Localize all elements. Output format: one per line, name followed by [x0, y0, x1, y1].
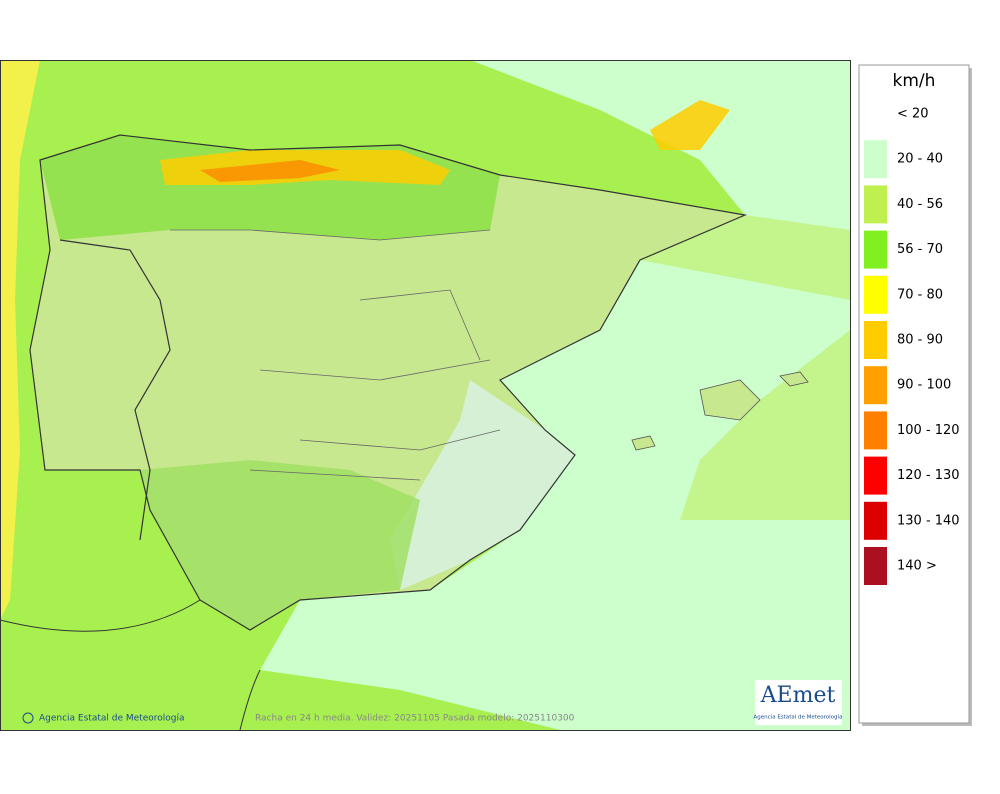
legend-swatch: [864, 185, 887, 224]
legend-title: km/h: [893, 71, 936, 91]
logo-name: AEmet: [760, 683, 836, 708]
legend-label: 140 >: [897, 559, 937, 574]
border: [59, 239, 171, 541]
legend-swatch: [864, 411, 887, 450]
legend-label: 100 - 120: [897, 423, 960, 438]
legend-label: 70 - 80: [897, 287, 943, 302]
legend-label: 20 - 40: [897, 152, 943, 167]
legend-swatch: [864, 366, 887, 405]
legend-swatch: [864, 321, 887, 359]
legend-swatch: [864, 456, 887, 495]
zone-gulf: [650, 100, 730, 150]
map-frame: [0, 60, 851, 731]
copyright-icon: [22, 712, 34, 724]
island: [779, 371, 809, 387]
legend-label: 40 - 56: [897, 197, 943, 212]
zone-calm: [260, 60, 850, 730]
island: [699, 379, 761, 421]
legend-label: 80 - 90: [897, 333, 943, 348]
zone-med: [640, 215, 850, 520]
legend-swatch: [864, 547, 887, 585]
caption: Racha en 24 h media. Validez: 20251105 P…: [255, 714, 575, 724]
coast-africa: [0, 599, 261, 731]
coastline: [29, 134, 748, 631]
credit: Agencia Estatal de Meteorología: [39, 714, 185, 724]
logo-subtitle: Agencia Estatal de Meteorología: [754, 714, 843, 721]
legend-swatch: [864, 140, 887, 179]
zone-yellow: [0, 60, 40, 620]
legend-label: 90 - 100: [897, 378, 951, 393]
footer: Agencia Estatal de Meteorología Racha en…: [22, 680, 843, 725]
zone-peaks: [200, 160, 340, 182]
legend-label: 120 - 130: [897, 468, 960, 483]
island: [631, 435, 656, 451]
legend-label: 56 - 70: [897, 242, 943, 257]
legend-swatch: [864, 501, 887, 540]
legend-label: 130 - 140: [897, 513, 960, 528]
logo-box: [755, 680, 842, 725]
legend-swatch: [864, 230, 887, 269]
zone-east: [390, 380, 575, 590]
map: [0, 60, 851, 731]
legend: km/h < 20 20 - 40 40 - 56 56 - 70 70 - 80 80 …: [858, 64, 972, 726]
regions: [170, 229, 501, 481]
zone-south: [140, 460, 420, 630]
legend-label: < 20: [897, 107, 929, 122]
legend-swatch: [864, 275, 887, 314]
